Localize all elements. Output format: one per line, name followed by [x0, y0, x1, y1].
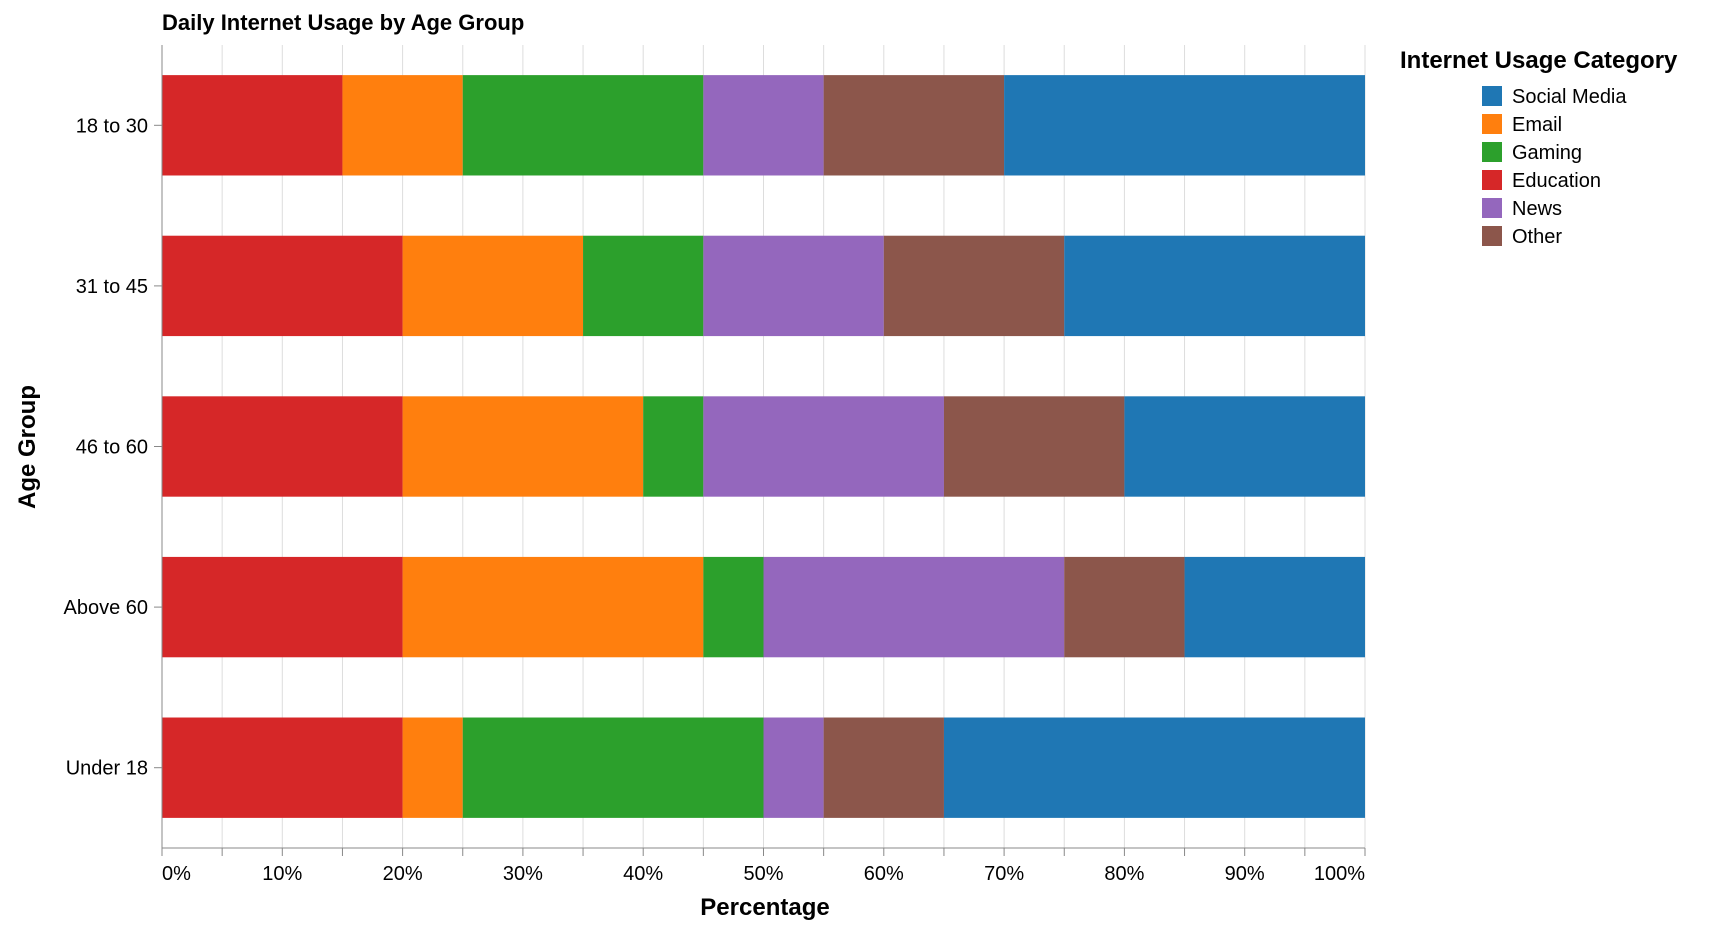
- chart-title: Daily Internet Usage by Age Group: [162, 10, 524, 35]
- bar-email-18-to-30: [342, 75, 463, 176]
- bar-education-18-to-30: [162, 75, 343, 176]
- bar-gaming-31-to-45: [583, 235, 704, 337]
- legend: Internet Usage Category Social Media Emai…: [1400, 47, 1678, 248]
- bar-education-46-to-60: [162, 396, 403, 497]
- bar-news-31-to-45: [703, 235, 884, 337]
- y-axis-title: Age Group: [14, 385, 41, 509]
- legend-swatch-education: [1482, 170, 1502, 190]
- y-tick-label: Under 18: [66, 758, 148, 780]
- bars: [162, 75, 1365, 818]
- bar-gaming-18-to-30: [462, 75, 704, 176]
- bar-news-under-18: [763, 717, 824, 818]
- bar-other-31-to-45: [883, 235, 1065, 337]
- legend-label-gaming: Gaming: [1512, 142, 1582, 164]
- bar-other-46-to-60: [943, 396, 1125, 497]
- x-tick-label: 80%: [1104, 863, 1144, 885]
- bar-social-media-31-to-45: [1064, 235, 1365, 337]
- x-tick-label: 70%: [984, 863, 1024, 885]
- x-tick-label: 20%: [383, 863, 423, 885]
- legend-swatch-gaming: [1482, 142, 1502, 162]
- legend-swatch-other: [1482, 226, 1502, 246]
- x-tick-label: 60%: [864, 863, 904, 885]
- y-tick-label: 46 to 60: [76, 437, 148, 459]
- x-tick-label: 90%: [1225, 863, 1265, 885]
- bar-news-18-to-30: [703, 75, 824, 176]
- legend-label-other: Other: [1512, 226, 1562, 248]
- bar-other-under-18: [823, 717, 944, 818]
- bar-email-31-to-45: [402, 235, 584, 337]
- axes: 18 to 30 31 to 45 46 to 60 Above 60 Under 18…: [63, 45, 1366, 885]
- x-tick-label: 50%: [743, 863, 783, 885]
- bar-education-above-60: [162, 556, 403, 658]
- x-tick-label: 100%: [1314, 863, 1365, 885]
- bar-education-31-to-45: [162, 235, 403, 337]
- legend-title: Internet Usage Category: [1400, 47, 1678, 74]
- bar-news-above-60: [763, 556, 1065, 658]
- bar-gaming-above-60: [703, 556, 764, 658]
- y-tick-label: 18 to 30: [76, 115, 148, 137]
- legend-swatch-news: [1482, 198, 1502, 218]
- bar-email-above-60: [402, 556, 704, 658]
- legend-swatch-social-media: [1482, 86, 1502, 106]
- legend-label-education: Education: [1512, 170, 1601, 192]
- bar-gaming-46-to-60: [643, 396, 704, 497]
- legend-label-news: News: [1512, 198, 1562, 220]
- bar-email-under-18: [402, 717, 463, 818]
- bar-education-under-18: [162, 717, 403, 818]
- bar-social-media-46-to-60: [1124, 396, 1365, 497]
- legend-label-email: Email: [1512, 114, 1562, 136]
- bar-other-18-to-30: [823, 75, 1005, 176]
- x-tick-label: 30%: [503, 863, 543, 885]
- y-tick-label: 31 to 45: [76, 276, 148, 298]
- bar-social-media-18-to-30: [1004, 75, 1365, 176]
- bar-news-46-to-60: [703, 396, 944, 497]
- bar-social-media-above-60: [1184, 556, 1365, 658]
- bar-email-46-to-60: [402, 396, 644, 497]
- legend-swatch-email: [1482, 114, 1502, 134]
- x-axis-title: Percentage: [700, 894, 829, 921]
- legend-label-social-media: Social Media: [1512, 86, 1627, 108]
- bar-other-above-60: [1064, 556, 1185, 658]
- x-tick-label: 10%: [262, 863, 302, 885]
- bar-social-media-under-18: [943, 717, 1365, 818]
- bar-gaming-under-18: [462, 717, 764, 818]
- x-tick-label: 0%: [162, 863, 191, 885]
- x-tick-label: 40%: [623, 863, 663, 885]
- y-tick-label: Above 60: [63, 597, 148, 619]
